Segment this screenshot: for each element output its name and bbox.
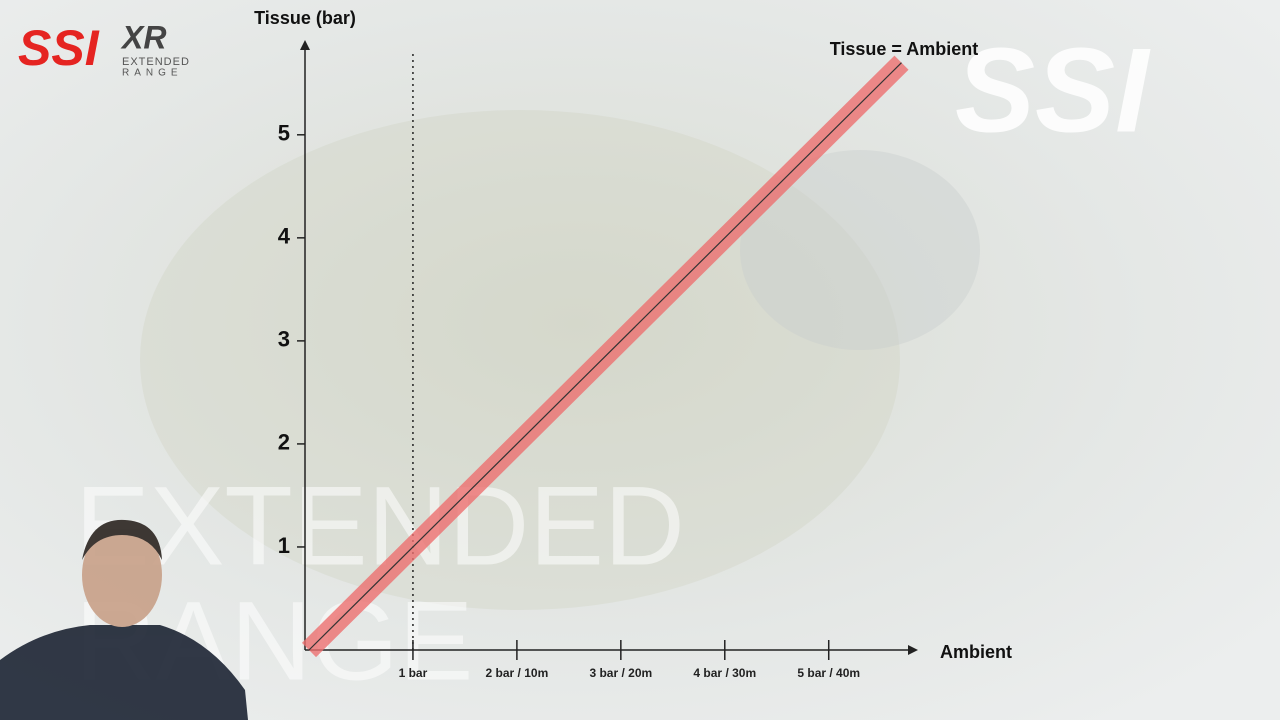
presenter (0, 519, 248, 720)
y-axis-arrow (300, 40, 310, 50)
logo-right: SSI (955, 24, 1151, 158)
y-tick-label: 5 (278, 121, 290, 146)
annotation: Tissue = Ambient (830, 39, 979, 59)
logo: SSI (18, 20, 100, 76)
logo-sub: RANGE (122, 68, 183, 79)
logo-xr: XR (120, 19, 166, 55)
presenter-body (0, 625, 248, 720)
x-tick-label: 5 bar / 40m (797, 666, 860, 680)
y-axis-label: Tissue (bar) (254, 8, 356, 28)
logo-sub: EXTENDED (122, 56, 190, 68)
line (308, 62, 902, 651)
presenter-hair (82, 519, 162, 560)
background-diver (740, 150, 980, 350)
x-tick-label: 4 bar / 30m (693, 666, 756, 680)
y-tick-label: 3 (278, 327, 290, 352)
presenter-head (82, 523, 162, 627)
x-axis-arrow (908, 645, 918, 655)
x-tick-label: 1 bar (399, 666, 428, 680)
background-image (140, 110, 900, 610)
x-axis-label: Ambient (940, 642, 1012, 662)
y-tick-label: 2 (278, 430, 290, 455)
x-tick-label: 2 bar / 10m (486, 666, 549, 680)
y-tick-label: 1 (278, 533, 290, 558)
y-tick-label: 4 (278, 224, 291, 249)
x-tick-label: 3 bar / 20m (589, 666, 652, 680)
